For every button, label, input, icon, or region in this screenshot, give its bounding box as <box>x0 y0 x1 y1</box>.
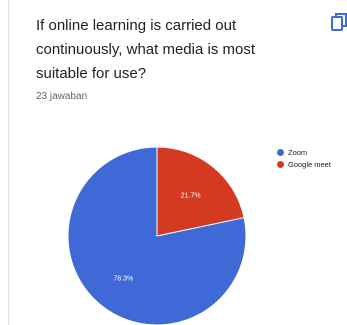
legend-label: Google meet <box>288 159 331 169</box>
question-title: If online learning is carried out contin… <box>36 17 255 82</box>
pie-label-zoom: 78.3% <box>113 275 133 282</box>
legend-swatch <box>277 160 284 168</box>
response-count: 23 jawaban <box>36 91 88 102</box>
chart-legend: Zoom Google meet <box>277 146 331 170</box>
legend-label: Zoom <box>288 147 308 157</box>
legend-item-google-meet[interactable]: Google meet <box>277 158 331 170</box>
pie-slice-zoom[interactable] <box>67 146 247 325</box>
pie-label-google-meet: 21.7% <box>181 193 201 200</box>
legend-item-zoom[interactable]: Zoom <box>277 146 331 158</box>
legend-swatch <box>277 148 284 156</box>
copy-icon[interactable] <box>331 12 347 32</box>
pie-slice-google-meet[interactable] <box>156 146 245 237</box>
